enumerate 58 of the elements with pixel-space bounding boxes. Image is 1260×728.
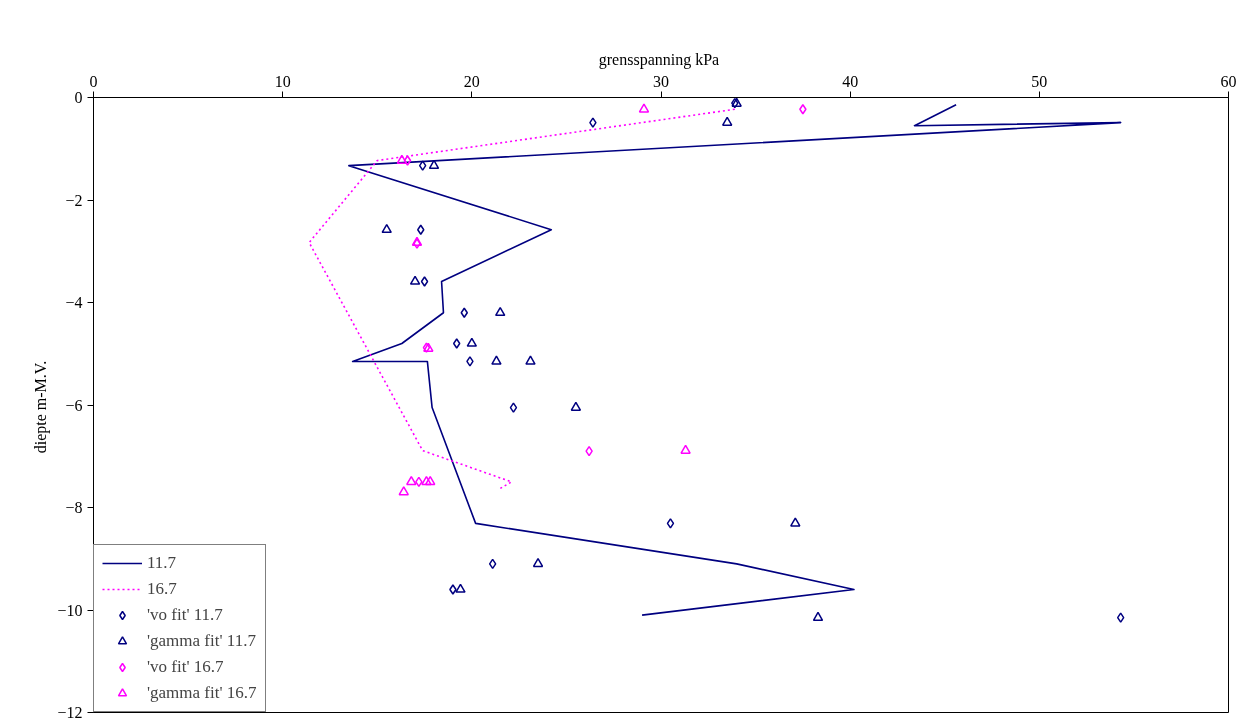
x-tick-label: 20 (463, 72, 480, 90)
point (418, 160, 427, 171)
x-tick-label: 50 (1031, 72, 1048, 90)
point (570, 401, 582, 411)
point (424, 475, 436, 486)
x-tick-label: 60 (1220, 72, 1237, 90)
point (381, 223, 392, 234)
point (422, 342, 431, 353)
x-tick-label: 0 (89, 72, 98, 90)
legend-label: 'vo fit' 11.7 (147, 605, 223, 625)
x-tick-label: 40 (842, 72, 859, 90)
point (449, 584, 457, 595)
y-tick-label: 0 (74, 89, 83, 106)
point (532, 557, 544, 568)
legend-label: 11.7 (147, 553, 177, 573)
point (525, 355, 536, 365)
point (799, 104, 807, 115)
point (491, 355, 502, 365)
y-tick-label: −4 (65, 294, 83, 311)
point (488, 558, 497, 570)
legend-label: 'gamma fit' 16.7 (147, 683, 257, 703)
point (1116, 612, 1125, 623)
point (466, 356, 474, 367)
point (421, 475, 432, 486)
legend-label: 'vo fit' 16.7 (147, 657, 224, 677)
point (466, 337, 478, 347)
line-series (348, 103, 1122, 616)
y-tick-label: −12 (57, 704, 83, 721)
x-axis-title: grensspanning kPa (598, 50, 720, 69)
point (417, 224, 425, 235)
y-tick-label: −10 (57, 601, 83, 619)
point (403, 155, 412, 166)
point (452, 338, 461, 349)
point (589, 117, 597, 128)
x-tick-label: 30 (653, 72, 669, 90)
legend-label: 'gamma fit' 11.7 (147, 631, 256, 651)
y-tick-label: −2 (65, 191, 83, 209)
point (812, 611, 824, 622)
point (423, 342, 434, 352)
point (396, 154, 408, 164)
point (409, 275, 421, 285)
point (420, 276, 429, 287)
y-tick-label: −6 (65, 396, 83, 414)
y-tick-label: −8 (65, 499, 83, 516)
legend-label: 16.7 (147, 579, 177, 599)
y-axis-title: diepte m-M.V. (32, 360, 51, 454)
point (398, 486, 409, 496)
point (790, 517, 801, 527)
x-tick-label: 10 (274, 72, 291, 90)
point (666, 518, 675, 529)
point (494, 306, 506, 317)
point (406, 475, 417, 486)
point (721, 116, 733, 126)
point (680, 444, 691, 454)
point (509, 402, 518, 413)
point (638, 103, 650, 113)
point (455, 583, 466, 593)
point (460, 307, 469, 318)
